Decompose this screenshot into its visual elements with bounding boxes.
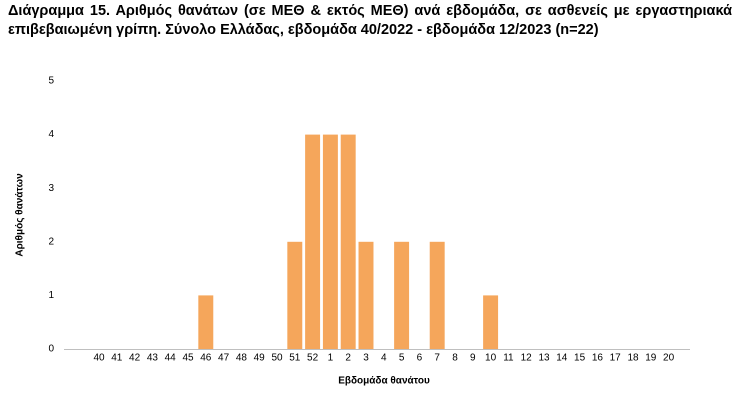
x-tick-label: 2 xyxy=(345,353,351,364)
x-tick-label: 6 xyxy=(417,353,423,364)
x-tick-label: 16 xyxy=(592,353,604,364)
bar xyxy=(287,241,303,349)
x-tick-label: 14 xyxy=(556,353,568,364)
x-tick-label: 42 xyxy=(129,353,141,364)
bar xyxy=(394,241,410,349)
bar xyxy=(340,134,356,349)
x-axis-label: Εβδομάδα θανάτου xyxy=(338,376,430,387)
chart-title: Διάγραμμα 15. Αριθμός θανάτων (σε ΜΕΘ & … xyxy=(8,3,732,38)
x-tick-label: 41 xyxy=(111,353,123,364)
x-tick-label: 20 xyxy=(663,353,675,364)
y-tick-label: 1 xyxy=(48,290,54,301)
bar xyxy=(322,134,338,349)
x-tick-label: 49 xyxy=(254,353,266,364)
x-tick-label: 47 xyxy=(218,353,230,364)
x-tick-label: 48 xyxy=(236,353,248,364)
x-tick-label: 10 xyxy=(485,353,497,364)
x-tick-label: 8 xyxy=(452,353,458,364)
x-tick-label: 50 xyxy=(271,353,283,364)
bar xyxy=(358,241,374,349)
y-tick-label: 2 xyxy=(48,236,54,247)
x-tick-label: 51 xyxy=(289,353,301,364)
x-tick-label: 5 xyxy=(399,353,405,364)
x-tick-label: 9 xyxy=(470,353,476,364)
bar xyxy=(198,295,214,349)
x-tick-label: 52 xyxy=(307,353,319,364)
y-tick-label: 0 xyxy=(48,344,54,355)
x-tick-label: 44 xyxy=(165,353,177,364)
y-tick-label: 4 xyxy=(48,129,54,140)
x-tick-label: 11 xyxy=(503,353,514,364)
y-tick-label: 5 xyxy=(48,76,54,87)
x-tick-label: 40 xyxy=(93,353,105,364)
bar xyxy=(305,134,321,349)
x-tick-label: 45 xyxy=(182,353,194,364)
x-tick-label: 15 xyxy=(574,353,586,364)
y-tick-label: 3 xyxy=(48,183,54,194)
x-tick-label: 1 xyxy=(328,353,334,364)
x-tick-label: 4 xyxy=(381,353,387,364)
x-tick-label: 18 xyxy=(627,353,639,364)
x-tick-label: 7 xyxy=(434,353,440,364)
x-tick-label: 17 xyxy=(610,353,622,364)
bar xyxy=(429,241,445,349)
x-tick-label: 19 xyxy=(645,353,657,364)
x-tick-label: 13 xyxy=(538,353,550,364)
x-tick-label: 46 xyxy=(200,353,212,364)
x-tick-label: 43 xyxy=(147,353,159,364)
y-axis-label: Αριθμός θανάτων xyxy=(15,173,26,257)
x-tick-label: 12 xyxy=(521,353,533,364)
x-tick-label: 3 xyxy=(363,353,369,364)
bar xyxy=(483,295,499,349)
